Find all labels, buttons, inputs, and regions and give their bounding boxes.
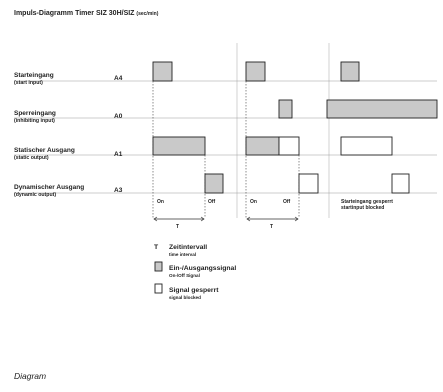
row-label-inhibiting-input: Sperreingang (inhibiting input) A0 [14, 110, 123, 124]
svg-text:Dynamischer Ausgang: Dynamischer Ausgang [14, 184, 84, 191]
row-label-dynamic-output: Dynamischer Ausgang (dynamic output) A3 [14, 184, 123, 198]
start-pulse-1 [152, 61, 173, 82]
label-off-2: Off [283, 199, 291, 205]
legend-t-symbol: T [154, 244, 159, 251]
interval-arrow-1: T [153, 216, 205, 230]
legend-time-interval-sublabel: time interval [169, 252, 196, 257]
row-label-static-output: Statischer Ausgang (static output) A1 [14, 147, 123, 161]
legend-grey-box [154, 261, 163, 272]
static-output-blocked-3 [340, 136, 393, 156]
svg-text:Sperreingang: Sperreingang [14, 110, 56, 117]
static-output-pulse-2 [245, 136, 280, 156]
svg-text:(dynamic output): (dynamic output) [14, 192, 56, 198]
dynamic-output-blocked-3 [391, 173, 410, 194]
interval-arrow-2: T [246, 216, 299, 230]
static-output-blocked-2 [278, 136, 300, 156]
blocked-note-sub: startinput blocked [341, 205, 384, 211]
dynamic-output-pulse-1 [204, 173, 224, 194]
legend-signal-label: Ein-/Ausgangssignal [169, 265, 236, 272]
label-on-1: On [157, 199, 164, 205]
row-label-start-input: Starteingang (start input) A4 [14, 72, 123, 86]
svg-text:(static output): (static output) [14, 155, 49, 161]
interval-t-2: T [270, 224, 273, 230]
start-pulse-3 [340, 61, 360, 82]
legend-blocked-sublabel: signal blocked [169, 295, 201, 300]
svg-text:(start input): (start input) [14, 80, 43, 86]
svg-text:Statischer Ausgang: Statischer Ausgang [14, 147, 75, 154]
title-unit: (sec/min) [136, 11, 158, 17]
label-on-2: On [250, 199, 257, 205]
static-output-pulse-1 [152, 136, 206, 156]
svg-text:(inhibiting input): (inhibiting input) [14, 118, 55, 124]
label-off-1: Off [208, 199, 216, 205]
legend-white-box [154, 283, 163, 294]
interval-t-1: T [176, 224, 179, 230]
svg-text:Starteingang: Starteingang [14, 72, 54, 79]
caption: Diagram [14, 371, 46, 381]
inhibit-pulse [278, 99, 293, 119]
legend-signal-sublabel: On-/Off Signal [169, 273, 200, 278]
code-a3: A3 [114, 187, 123, 194]
code-a4: A4 [114, 75, 123, 82]
blocked-note: Starteingang gesperrt [341, 199, 393, 205]
legend: T Zeitintervall time interval Ein-/Ausga… [154, 244, 236, 300]
legend-blocked-label: Signal gesperrt [169, 287, 219, 294]
legend-time-interval-label: Zeitintervall [169, 244, 207, 251]
inhibit-active [326, 99, 438, 119]
diagram-title: Impuls-Diagramm Timer SIZ 30H/SIZ (sec/m… [14, 10, 159, 17]
start-pulse-2 [245, 61, 266, 82]
dynamic-output-blocked-2 [298, 173, 319, 194]
code-a0: A0 [114, 113, 123, 120]
code-a1: A1 [114, 151, 123, 158]
